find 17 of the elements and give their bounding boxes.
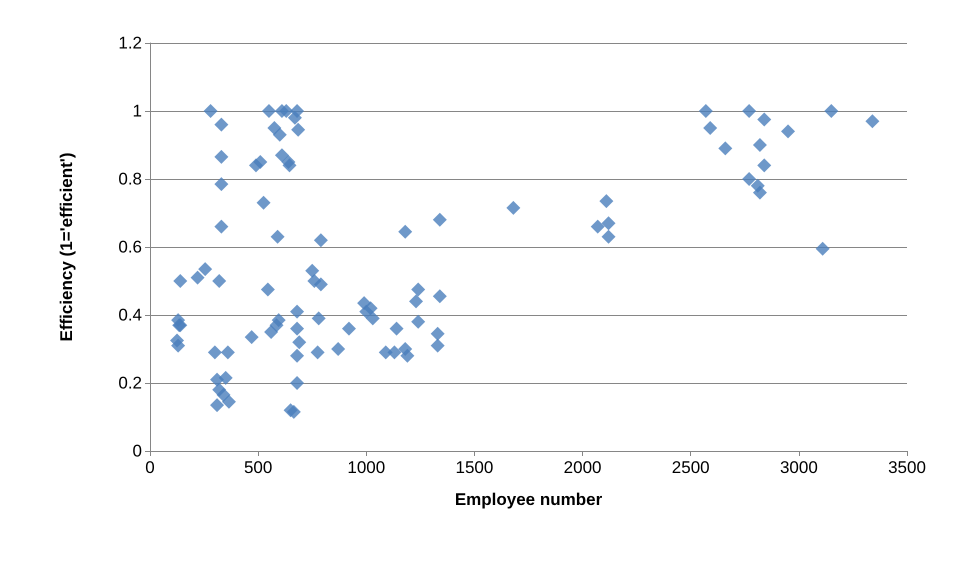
x-tick-label: 3000: [780, 458, 818, 477]
x-tick-label: 2000: [564, 458, 602, 477]
x-tick-label: 0: [145, 458, 155, 477]
y-tick-label: 0: [132, 442, 142, 460]
x-tick-label: 1000: [347, 458, 386, 477]
y-axis-title: Efficiency (1='efficient'): [57, 152, 76, 342]
y-tick-label: 0.4: [118, 306, 142, 324]
x-tick-label: 500: [244, 458, 272, 477]
x-axis-title: Employee number: [454, 490, 603, 509]
y-tick-label: 0.8: [118, 170, 142, 188]
x-tick-label: 3500: [888, 458, 926, 477]
x-tick-label: 2500: [672, 458, 710, 477]
y-tick-label: 1.2: [118, 34, 142, 52]
x-tick-label: 1500: [456, 458, 494, 477]
y-tick-label: 0.6: [118, 238, 142, 256]
y-tick-label: 1: [132, 102, 142, 120]
y-tick-label: 0.2: [118, 374, 142, 392]
